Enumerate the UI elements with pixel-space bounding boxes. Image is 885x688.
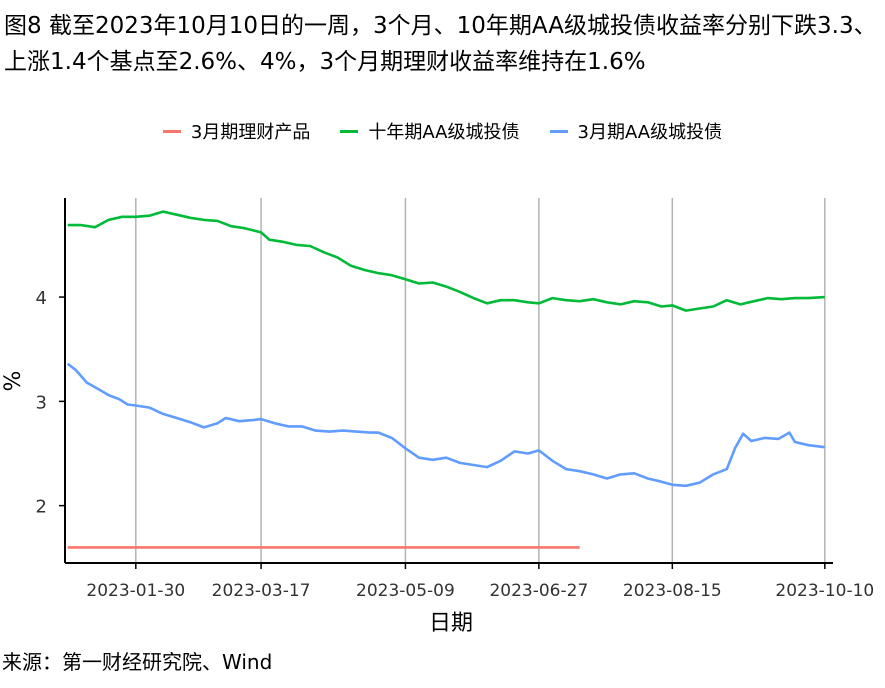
- legend: 3月期理财产品 十年期AA级城投债 3月期AA级城投债: [0, 116, 885, 146]
- legend-item-10y-aa: 十年期AA级城投债: [340, 118, 520, 144]
- legend-key-wealth: [162, 129, 181, 133]
- y-axis-title: %: [1, 371, 26, 392]
- x-tick-label: 2023-06-27: [489, 581, 588, 601]
- figure-label: 图8: [4, 13, 42, 39]
- y-tick-label: 4: [36, 288, 47, 309]
- series-line-10y-aa: [67, 210, 825, 312]
- legend-label-10y-aa: 十年期AA级城投债: [368, 122, 520, 143]
- y-tick-label: 2: [36, 497, 47, 518]
- legend-label-3m-aa: 3月期AA级城投债: [577, 122, 723, 143]
- x-axis-title: 日期: [429, 611, 473, 636]
- series-line-3m-aa: [66, 362, 825, 488]
- grid-lines: [135, 198, 826, 563]
- legend-item-wealth: 3月期理财产品: [162, 118, 311, 144]
- x-tick-label: 2023-01-30: [86, 581, 185, 601]
- source-note: 来源：第一财经研究院、Wind: [2, 650, 273, 674]
- x-tick-label: 2023-10-10: [775, 581, 874, 601]
- legend-key-3m-aa: [549, 129, 568, 133]
- axis-ticks: 2023-01-30 2023-03-17 2023-05-09 2023-06-27…: [36, 288, 875, 601]
- chart-title: 图8 截至2023年10月10日的一周，3个月、10年期AA级城投债收益率分别下…: [4, 8, 882, 80]
- legend-label-wealth: 3月期理财产品: [190, 122, 311, 143]
- legend-key-10y-aa: [340, 129, 359, 133]
- x-tick-label: 2023-08-15: [623, 581, 722, 601]
- x-tick-label: 2023-03-17: [212, 581, 311, 601]
- series-lines: [66, 210, 825, 549]
- legend-item-3m-aa: 3月期AA级城投债: [549, 118, 723, 144]
- x-tick-label: 2023-05-09: [356, 581, 455, 601]
- y-tick-label: 3: [36, 392, 47, 413]
- chart-title-text: 截至2023年10月10日的一周，3个月、10年期AA级城投债收益率分别下跌3.…: [4, 13, 877, 75]
